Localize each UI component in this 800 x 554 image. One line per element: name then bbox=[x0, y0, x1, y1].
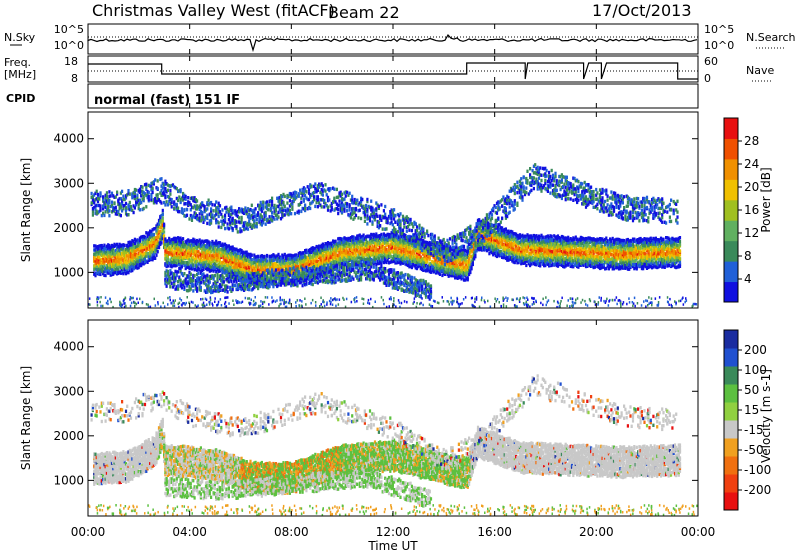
velocity-colorbar-tick-label: 100 bbox=[744, 363, 767, 377]
y-tick-label: 3000 bbox=[53, 384, 84, 398]
velocity-heatmap bbox=[88, 374, 698, 517]
power-colorbar-swatch bbox=[724, 199, 738, 221]
power-colorbar-swatch bbox=[724, 179, 738, 201]
power-panel: 1000 2000 3000 4000 Slant Range [km] 4 8 12 16… bbox=[19, 111, 773, 309]
power-colorbar-label: Power [dB] bbox=[759, 167, 773, 232]
x-tick-label: 08:00 bbox=[274, 525, 309, 539]
x-axis-label: Time UT bbox=[367, 539, 418, 553]
power-colorbar-tick-label: 4 bbox=[744, 272, 752, 286]
y-tick-label: 4000 bbox=[53, 340, 84, 354]
freq-tick-bottom: 8 bbox=[71, 72, 78, 85]
velocity-colorbar-label: Velocity [m s-1] bbox=[759, 369, 773, 463]
velocity-colorbar-swatch bbox=[724, 474, 738, 493]
noise-tick-left-top: 10^5 bbox=[54, 23, 84, 36]
x-tick-label: 16:00 bbox=[477, 525, 512, 539]
cpid-label: CPID bbox=[6, 92, 35, 105]
power-colorbar-tick-label: 8 bbox=[744, 249, 752, 263]
power-colorbar-tick-label: 12 bbox=[744, 226, 759, 240]
velocity-colorbar-swatch bbox=[724, 366, 738, 385]
y-tick-label: 2000 bbox=[53, 221, 84, 235]
freq-label-1: Freq. bbox=[4, 56, 31, 69]
noise-tick-right-top: 10^5 bbox=[704, 23, 734, 36]
beam-label: Beam 22 bbox=[328, 3, 400, 22]
y-tick-label: 4000 bbox=[53, 132, 84, 146]
x-tick-label: 00:00 bbox=[71, 525, 106, 539]
noise-panel: N.Sky 10^5 10^0 10^5 10^0 N.Search bbox=[4, 23, 796, 55]
velocity-colorbar-swatch bbox=[724, 420, 738, 439]
velocity-colorbar-swatch bbox=[724, 402, 738, 421]
velocity-colorbar-swatch bbox=[724, 438, 738, 457]
noise-sky-line bbox=[87, 33, 698, 53]
velocity-colorbar-tick-label: -200 bbox=[744, 483, 771, 497]
frequency-line bbox=[88, 62, 698, 80]
power-colorbar-swatch bbox=[724, 158, 738, 180]
velocity-colorbar-swatch bbox=[724, 492, 738, 511]
nave-tick-top: 60 bbox=[704, 55, 718, 68]
power-colorbar-tick-label: 16 bbox=[744, 203, 759, 217]
power-colorbar-tick-label: 24 bbox=[744, 157, 759, 171]
x-tick-label: 00:00 bbox=[681, 525, 716, 539]
velocity-panel: 1000 2000 3000 4000 Slant Range [km] -200 -1… bbox=[19, 319, 773, 517]
power-ylabel: Slant Range [km] bbox=[19, 158, 33, 262]
x-tick-label: 20:00 bbox=[579, 525, 614, 539]
y-tick-label: 2000 bbox=[53, 429, 84, 443]
velocity-colorbar-swatch bbox=[724, 348, 738, 367]
power-colorbar-tick-label: 28 bbox=[744, 134, 759, 148]
power-colorbar-swatch bbox=[724, 240, 738, 262]
freq-label-2: [MHz] bbox=[4, 68, 36, 81]
velocity-colorbar-tick-label: 50 bbox=[744, 383, 759, 397]
velocity-colorbar-tick-label: -100 bbox=[744, 463, 771, 477]
power-colorbar-swatch bbox=[724, 281, 738, 303]
y-tick-label: 3000 bbox=[53, 176, 84, 190]
power-colorbar-swatch bbox=[724, 118, 738, 139]
velocity-colorbar-swatch bbox=[724, 384, 738, 403]
velocity-colorbar-swatch bbox=[724, 330, 738, 349]
frequency-panel: Freq. [MHz] 18 8 60 0 Nave bbox=[4, 55, 774, 85]
noise-sky-label: N.Sky bbox=[4, 31, 36, 44]
power-colorbar-tick-label: 20 bbox=[744, 180, 759, 194]
velocity-colorbar-tick-label: -15 bbox=[744, 423, 764, 437]
noise-search-label: N.Search bbox=[746, 31, 796, 44]
plot-title: Christmas Valley West (fitACF) bbox=[92, 1, 335, 20]
velocity-colorbar-tick-label: 200 bbox=[744, 343, 767, 357]
velocity-colorbar-tick-label: -50 bbox=[744, 443, 764, 457]
date-label: 17/Oct/2013 bbox=[592, 1, 692, 20]
y-tick-label: 1000 bbox=[53, 265, 84, 279]
power-colorbar-swatch bbox=[724, 261, 738, 283]
power-colorbar-swatch bbox=[724, 138, 738, 160]
velocity-colorbar-swatch bbox=[724, 456, 738, 475]
noise-tick-right-bottom: 10^0 bbox=[704, 39, 734, 52]
velocity-colorbar-tick-label: 15 bbox=[744, 403, 759, 417]
noise-tick-left-bottom: 10^0 bbox=[54, 39, 84, 52]
power-colorbar-swatch bbox=[724, 220, 738, 242]
y-tick-label: 1000 bbox=[53, 473, 84, 487]
nave-label: Nave bbox=[746, 64, 774, 77]
cpid-text: normal (fast) 151 IF bbox=[94, 93, 240, 108]
x-tick-label: 12:00 bbox=[376, 525, 411, 539]
x-tick-label: 04:00 bbox=[172, 525, 207, 539]
velocity-ylabel: Slant Range [km] bbox=[19, 366, 33, 470]
nave-tick-bottom: 0 bbox=[704, 72, 711, 85]
freq-tick-top: 18 bbox=[64, 55, 78, 68]
power-heatmap bbox=[88, 163, 698, 309]
